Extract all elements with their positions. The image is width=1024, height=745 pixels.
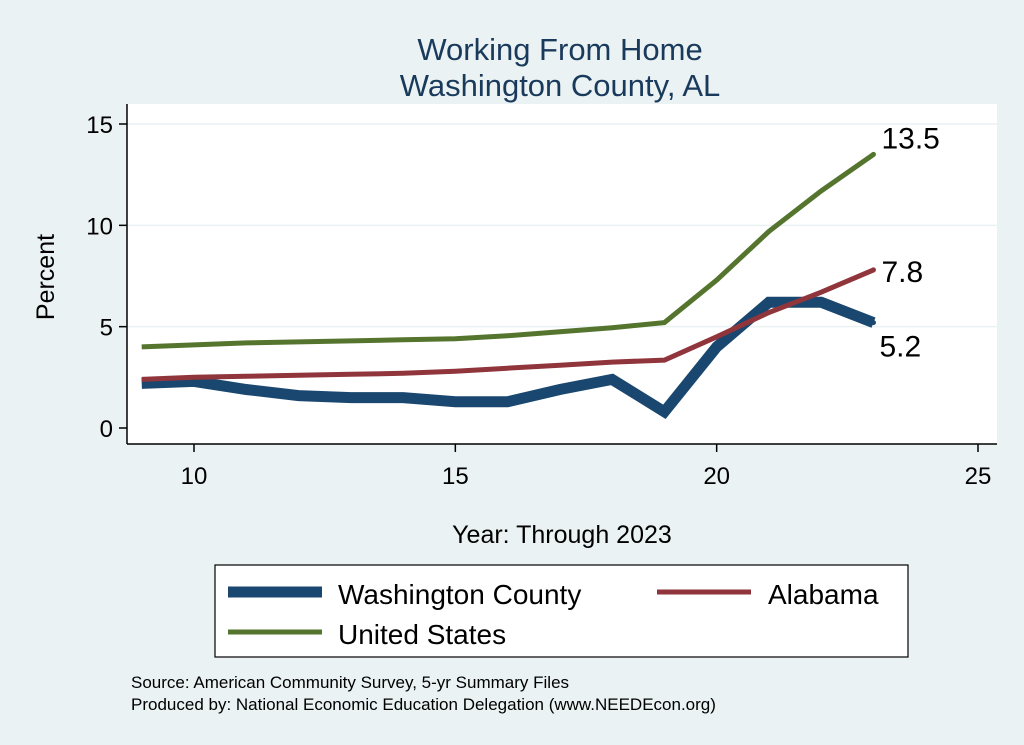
end-label-alabama: 7.8 bbox=[881, 256, 923, 289]
source-note: Source: American Community Survey, 5-yr … bbox=[131, 673, 569, 692]
producer-note: Produced by: National Economic Education… bbox=[131, 695, 716, 714]
y-tick-label-15: 15 bbox=[86, 112, 113, 139]
tick-labels: 0 5 10 15 10 15 20 25 bbox=[86, 112, 991, 490]
series-line-washington-county bbox=[141, 296, 876, 420]
y-tick-label-10: 10 bbox=[86, 213, 113, 240]
legend-label-alabama: Alabama bbox=[768, 579, 879, 610]
axes bbox=[119, 104, 997, 452]
y-tick-label-5: 5 bbox=[100, 315, 113, 342]
x-axis-title: Year: Through 2023 bbox=[452, 521, 672, 549]
legend-label-united-states: United States bbox=[338, 619, 506, 650]
end-label-washington-county: 5.2 bbox=[879, 331, 921, 364]
legend: Washington County Alabama United States bbox=[214, 564, 909, 658]
x-tick-label-25: 25 bbox=[965, 463, 992, 490]
series-line-alabama bbox=[141, 267, 875, 382]
x-tick-label-10: 10 bbox=[181, 463, 208, 490]
y-tick-label-0: 0 bbox=[100, 416, 113, 443]
legend-box bbox=[214, 564, 909, 658]
y-axis-title: Percent bbox=[32, 234, 60, 320]
legend-label-washington-county: Washington County bbox=[338, 579, 581, 610]
x-tick-label-15: 15 bbox=[442, 463, 469, 490]
gridlines bbox=[127, 123, 997, 328]
series-line-united-states bbox=[141, 152, 875, 350]
end-marker-united-states bbox=[870, 151, 876, 157]
end-marker-alabama bbox=[870, 267, 876, 273]
chart-title-line1: Working From Home bbox=[417, 32, 702, 67]
end-labels: 5.2 7.8 13.5 bbox=[870, 122, 940, 364]
series-lines bbox=[141, 152, 876, 420]
end-marker-washington-county bbox=[870, 320, 876, 326]
x-tick-label-20: 20 bbox=[703, 463, 730, 490]
end-label-united-states: 13.5 bbox=[881, 122, 939, 155]
chart-title-line2: Washington County, AL bbox=[400, 68, 721, 103]
